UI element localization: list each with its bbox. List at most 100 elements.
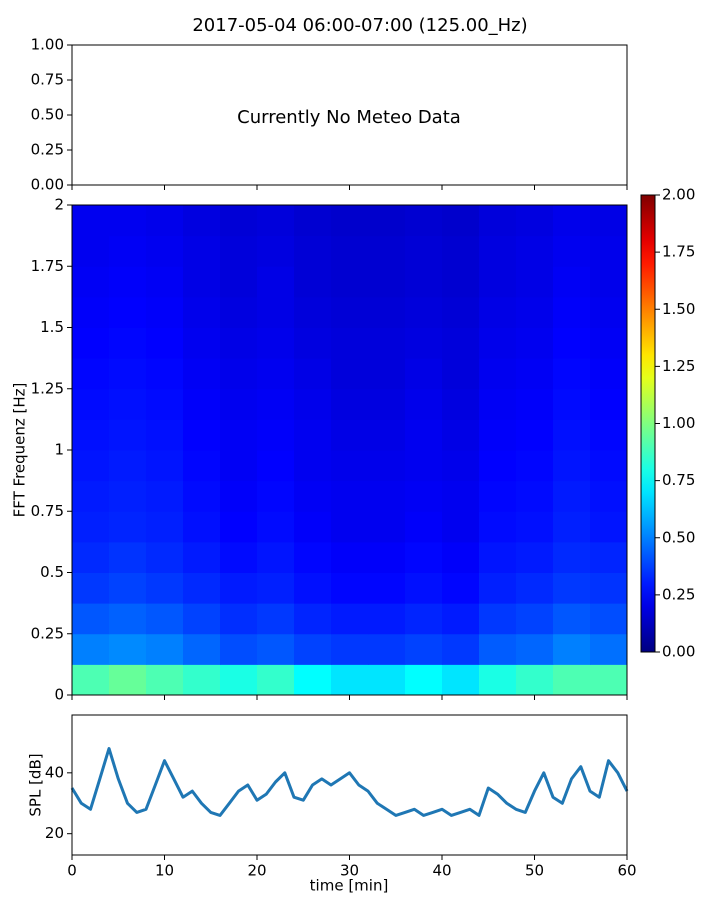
- heatmap-cell: [590, 327, 628, 359]
- heatmap-cell: [590, 511, 628, 543]
- heatmap-cell: [72, 419, 110, 451]
- heatmap-cell: [331, 664, 369, 696]
- heatmap-cell: [368, 296, 406, 328]
- heatmap-cell: [590, 205, 628, 237]
- heatmap-cell: [72, 235, 110, 267]
- heatmap-cell: [590, 235, 628, 267]
- colorbar-tick-label: 1.25: [662, 357, 695, 375]
- x-tick-label: 20: [247, 862, 266, 880]
- heatmap-cell: [331, 235, 369, 267]
- heatmap-cell: [72, 358, 110, 390]
- heatmap-cell: [146, 419, 184, 451]
- y-tick-label: 1.75: [31, 257, 64, 275]
- heatmap-cell: [553, 664, 591, 696]
- y-tick-label: 1: [54, 441, 64, 459]
- heatmap-cell: [516, 480, 554, 512]
- heatmap-cell: [442, 511, 480, 543]
- annotation: Currently No Meteo Data: [237, 107, 461, 128]
- heatmap-cell: [405, 327, 443, 359]
- heatmap-cell: [331, 450, 369, 482]
- heatmap-cell: [553, 603, 591, 635]
- heatmap-cell: [590, 296, 628, 328]
- heatmap-cell: [220, 358, 258, 390]
- heatmap-cell: [590, 541, 628, 573]
- heatmap-cell: [183, 388, 221, 420]
- heatmap-cell: [479, 633, 517, 665]
- heatmap-cell: [72, 603, 110, 635]
- heatmap-cell: [220, 419, 258, 451]
- heatmap-cell: [257, 296, 295, 328]
- heatmap-cell: [220, 541, 258, 573]
- heatmap-cell: [331, 603, 369, 635]
- heatmap-cell: [553, 358, 591, 390]
- heatmap-cell: [516, 541, 554, 573]
- colorbar: [640, 194, 656, 653]
- heatmap-cell: [72, 541, 110, 573]
- heatmap-cell: [220, 205, 258, 237]
- heatmap-cell: [146, 296, 184, 328]
- heatmap-cell: [516, 205, 554, 237]
- heatmap-cell: [368, 572, 406, 604]
- heatmap-cell: [146, 327, 184, 359]
- heatmap-cell: [72, 511, 110, 543]
- heatmap-cell: [331, 205, 369, 237]
- heatmap-cell: [405, 296, 443, 328]
- heatmap-cell: [146, 511, 184, 543]
- heatmap-cell: [146, 480, 184, 512]
- heatmap-cell: [257, 358, 295, 390]
- y-tick-label: 2: [54, 196, 64, 214]
- heatmap-cell: [405, 480, 443, 512]
- y-tick-label: 0.00: [31, 176, 64, 194]
- heatmap-cell: [220, 664, 258, 696]
- heatmap-cell: [590, 266, 628, 298]
- heatmap-cell: [368, 358, 406, 390]
- heatmap-cell: [220, 603, 258, 635]
- heatmap-cell: [146, 572, 184, 604]
- heatmap-cell: [294, 358, 332, 390]
- heatmap-cell: [442, 205, 480, 237]
- heatmap-cell: [368, 327, 406, 359]
- heatmap-cell: [479, 235, 517, 267]
- heatmap-cell: [590, 480, 628, 512]
- heatmap-cell: [146, 358, 184, 390]
- heatmap-cell: [294, 235, 332, 267]
- heatmap-cell: [442, 572, 480, 604]
- heatmap-cell: [331, 541, 369, 573]
- heatmap-cell: [479, 388, 517, 420]
- heatmap-cell: [331, 266, 369, 298]
- heatmap-cell: [479, 664, 517, 696]
- heatmap-cell: [331, 633, 369, 665]
- heatmap-cell: [109, 450, 147, 482]
- heatmap-cell: [516, 633, 554, 665]
- heatmap-cell: [405, 511, 443, 543]
- heatmap-cell: [368, 480, 406, 512]
- x-tick-label: 50: [525, 862, 544, 880]
- heatmap-cell: [516, 450, 554, 482]
- heatmap-cell: [72, 450, 110, 482]
- heatmap-cell: [183, 664, 221, 696]
- heatmap-cell: [109, 266, 147, 298]
- heatmap-cell: [257, 235, 295, 267]
- heatmap-cell: [294, 388, 332, 420]
- heatmap-cell: [590, 358, 628, 390]
- heatmap-cell: [109, 235, 147, 267]
- heatmap-cell: [590, 572, 628, 604]
- heatmap-cell: [479, 266, 517, 298]
- heatmap-cell: [479, 572, 517, 604]
- heatmap-cell: [516, 572, 554, 604]
- heatmap-cell: [368, 633, 406, 665]
- heatmap-cell: [109, 358, 147, 390]
- heatmap-cell: [405, 358, 443, 390]
- heatmap-cell: [553, 450, 591, 482]
- x-tick-label: 40: [432, 862, 451, 880]
- heatmap-cell: [331, 511, 369, 543]
- colorbar-tick-label: 0.00: [662, 643, 695, 661]
- heatmap-cell: [257, 541, 295, 573]
- heatmap-cell: [553, 388, 591, 420]
- heatmap-cell: [405, 388, 443, 420]
- heatmap-cell: [109, 419, 147, 451]
- heatmap-cell: [442, 266, 480, 298]
- heatmap-cell: [442, 388, 480, 420]
- heatmap-cell: [405, 205, 443, 237]
- heatmap-cell: [331, 388, 369, 420]
